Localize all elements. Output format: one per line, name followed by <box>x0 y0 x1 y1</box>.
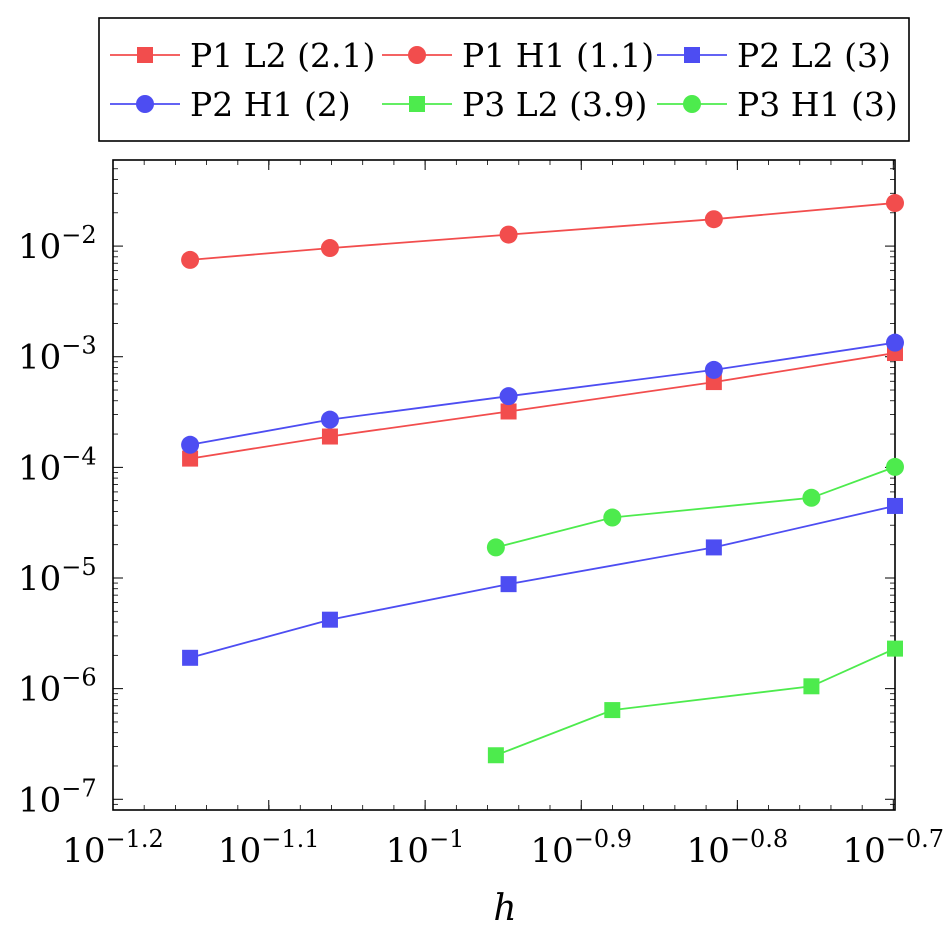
data-point <box>487 747 504 764</box>
series-line <box>495 466 896 549</box>
data-point <box>320 239 339 258</box>
data-point <box>500 576 517 593</box>
legend-entry-p2-h1-2: P2 H1 (2) <box>110 85 351 124</box>
data-point <box>705 539 722 556</box>
data-point <box>181 435 200 454</box>
x-tick-label: 10−1.2 <box>62 825 164 871</box>
x-tick-label: 10−1 <box>386 825 465 871</box>
data-point <box>321 428 338 445</box>
legend-label: P1 H1 (1.1) <box>462 36 654 75</box>
data-point <box>499 387 518 406</box>
data-point <box>320 410 339 429</box>
legend-label: P3 H1 (3) <box>737 85 898 124</box>
legend-marker <box>408 46 426 64</box>
series-line <box>189 341 896 446</box>
y-tick-label: 10−2 <box>18 221 97 267</box>
legend-label: P3 L2 (3.9) <box>462 85 647 124</box>
data-point <box>182 450 199 467</box>
series-p3-h1-3 <box>486 457 904 557</box>
data-point <box>321 611 338 628</box>
y-tick-label: 10−6 <box>18 664 97 710</box>
data-point <box>182 649 199 666</box>
series-p2-l2-3 <box>182 497 903 666</box>
x-minor-ticks <box>143 160 894 810</box>
plot-area: 10−1.2 10−1.1 10−1 10−0.9 10−0.8 10−0.7 10−2 10… <box>18 159 945 871</box>
legend-entry-p1-l2-2-1: P1 L2 (2.1) <box>110 36 375 75</box>
data-point <box>604 702 621 719</box>
data-point <box>886 333 904 352</box>
data-point <box>802 488 821 507</box>
legend-marker <box>137 47 153 63</box>
legend: P1 L2 (2.1) P1 H1 (1.1) P2 L2 (3) P2 H1 (2)… <box>98 17 910 142</box>
series-line <box>190 202 896 261</box>
series-line <box>189 352 896 460</box>
plot-frame <box>112 159 896 811</box>
x-tick-label: 10−1.1 <box>218 825 320 871</box>
legend-label: P1 L2 (2.1) <box>190 36 375 75</box>
data-point <box>887 640 903 657</box>
data-point <box>705 374 722 391</box>
legend-marker <box>136 95 154 113</box>
x-tick-label: 10−0.8 <box>687 825 789 871</box>
data-point <box>886 457 904 476</box>
x-tick-label: 10−0.9 <box>530 825 632 871</box>
legend-entry-p1-h1-1-1: P1 H1 (1.1) <box>382 36 654 75</box>
legend-label: P2 H1 (2) <box>190 85 351 124</box>
legend-entry-p2-l2-3: P2 L2 (3) <box>657 36 891 75</box>
legend-marker <box>409 96 425 112</box>
x-axis-label: h <box>493 888 516 929</box>
data-point <box>603 508 622 527</box>
series-p3-l2-3-9 <box>487 640 903 764</box>
series-p2-h1-2 <box>181 333 904 454</box>
y-tick-label: 10−5 <box>18 553 97 599</box>
data-point <box>704 360 723 379</box>
legend-marker <box>684 47 700 63</box>
y-tick-label: 10−7 <box>18 774 97 820</box>
data-point <box>886 194 904 213</box>
legend-box <box>98 17 910 142</box>
data-point <box>704 210 723 229</box>
series-p1-h1-1-1 <box>181 194 904 269</box>
series-line <box>495 647 896 757</box>
legend-entry-p3-h1-3: P3 H1 (3) <box>657 85 898 124</box>
series-p1-l2-2-1 <box>182 345 903 467</box>
y-tick-label: 10−4 <box>18 442 97 488</box>
data-point <box>887 497 903 514</box>
y-tick-label: 10−3 <box>18 332 97 378</box>
legend-entry-p3-l2-3-9: P3 L2 (3.9) <box>382 85 647 124</box>
data-point <box>803 678 820 695</box>
data-point <box>500 403 517 420</box>
legend-marker <box>683 95 701 113</box>
data-point <box>486 538 505 557</box>
y-minor-ticks <box>113 159 895 811</box>
legend-label: P2 L2 (3) <box>737 36 891 75</box>
data-point <box>181 250 200 269</box>
data-point <box>499 225 518 244</box>
series-line <box>189 505 896 659</box>
x-tick-label: 10−0.7 <box>843 825 945 871</box>
